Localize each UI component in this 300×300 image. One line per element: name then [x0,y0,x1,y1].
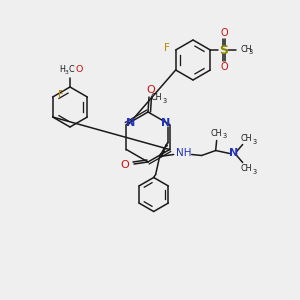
Text: C: C [68,65,74,74]
Text: O: O [220,62,228,72]
Text: N: N [126,118,135,128]
Text: 3: 3 [253,139,257,145]
Text: 3: 3 [163,98,167,104]
Text: 3: 3 [223,134,227,140]
Text: O: O [220,28,228,38]
Text: O: O [75,65,83,74]
Text: CH: CH [240,44,252,53]
Text: 3: 3 [64,70,68,74]
Text: CH: CH [150,94,162,103]
Text: F: F [58,90,64,100]
Text: O: O [146,85,155,95]
Text: 3: 3 [248,49,252,55]
Text: S: S [219,44,228,56]
Text: NH: NH [176,148,191,158]
Text: O: O [121,160,129,170]
Text: CH: CH [241,164,252,173]
Text: 3: 3 [253,169,257,175]
Text: H: H [59,65,65,74]
Text: F: F [164,43,169,53]
Text: CH: CH [211,129,222,138]
Text: CH: CH [241,134,252,143]
Text: N: N [161,118,170,128]
Text: N: N [229,148,238,158]
